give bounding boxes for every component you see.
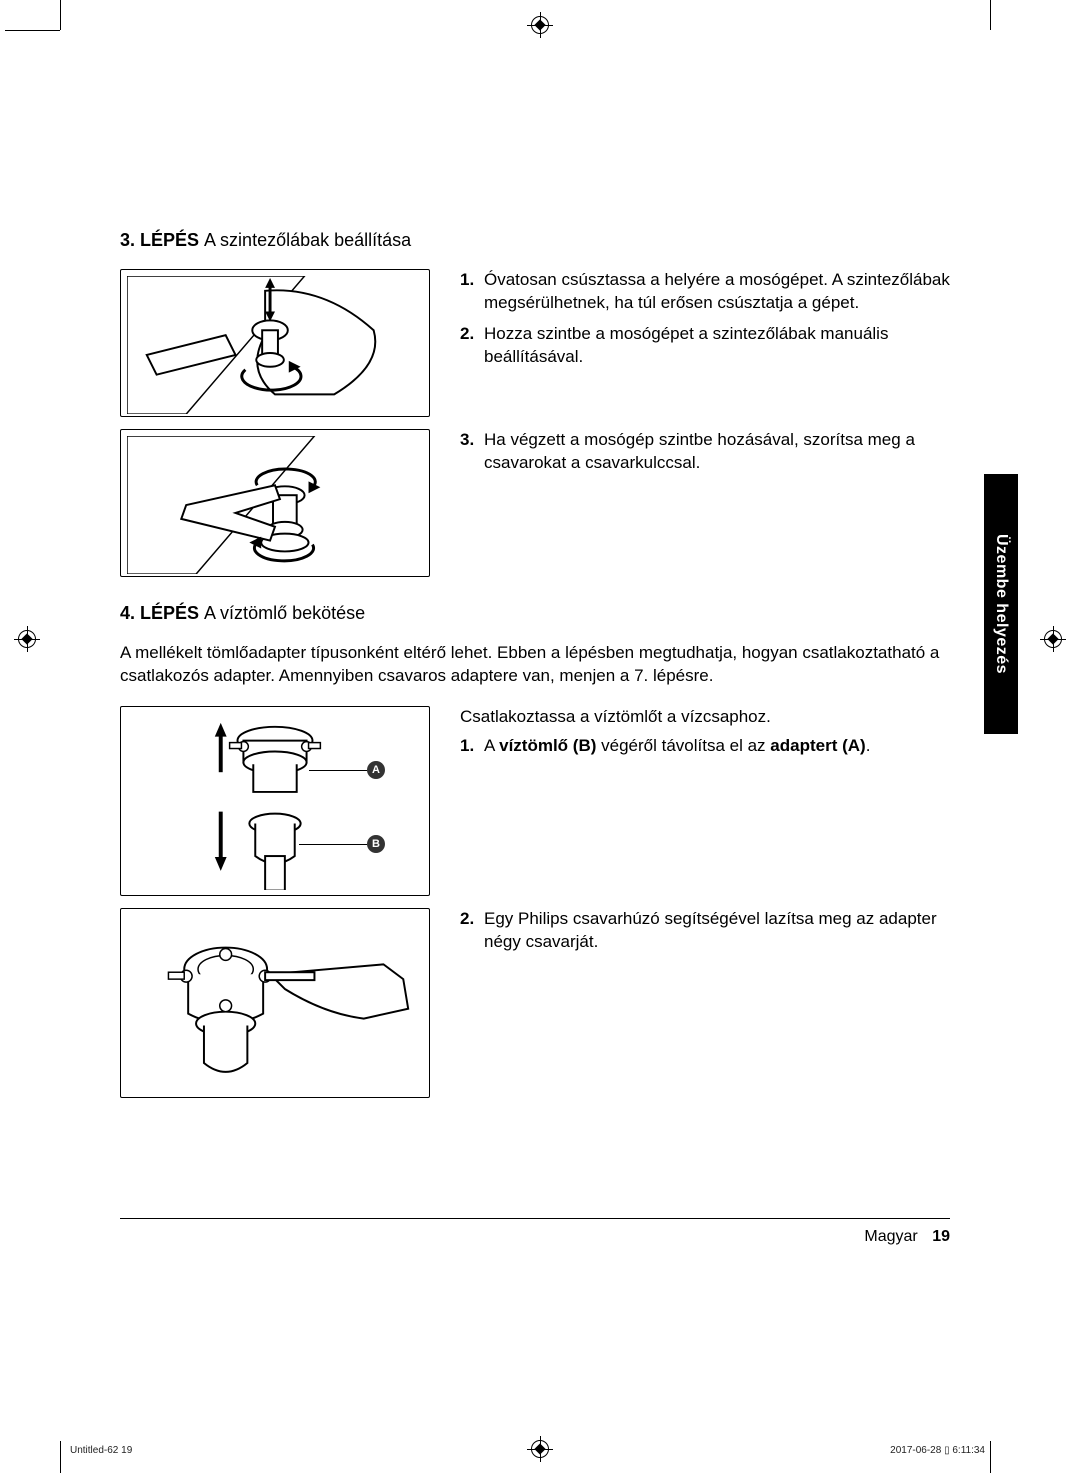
step4-heading: 4. LÉPÉS A víztömlő bekötése [120,603,950,624]
step4-text-1: Csatlakoztassa a víztömlőt a vízcsaphoz.… [460,706,950,896]
step4-item-2-text: Egy Philips csavarhúzó segítségével lazí… [484,908,950,954]
step3-item-3: 3. Ha végzett a mosógép szintbe hozásáva… [460,429,950,475]
step4-item-2-num: 2. [460,908,484,954]
step3-item-3-num: 3. [460,429,484,475]
step4-item-1-text: A víztömlő (B) végéről távolítsa el az a… [484,735,950,758]
footer-page-number: 19 [932,1228,950,1245]
step3-item-2-num: 2. [460,323,484,369]
hose-adapter-separate-illustration [127,713,423,891]
leveling-foot-tighten-illustration [127,436,423,574]
registration-mark-bottom [531,1440,549,1458]
step4-item-2: 2. Egy Philips csavarhúzó segítségével l… [460,908,950,954]
step3-text-1-2: 1. Óvatosan csúsztassa a helyére a mosóg… [460,269,950,417]
step4-item-1-num: 1. [460,735,484,758]
footer-meta-right: 2017-06-28 ▯ 6:11:34 [890,1445,985,1456]
step4-row-1: A B Csatlakoztassa a víztömlőt a vízcsap… [120,706,950,896]
figure-adapter-loosen-screws [120,908,430,1098]
step3-row-2: 3. Ha végzett a mosógép szintbe hozásáva… [120,429,950,577]
step3-item-1-text: Óvatosan csúsztassa a helyére a mosógépe… [484,269,950,315]
step3-heading: 3. LÉPÉS A szintezőlábak beállítása [120,230,950,251]
step3-item-1: 1. Óvatosan csúsztassa a helyére a mosóg… [460,269,950,315]
step4-intro: A mellékelt tömlőadapter típusonként elt… [120,642,950,688]
step3-item-1-num: 1. [460,269,484,315]
footer-meta-left: Untitled-62 19 [70,1445,132,1456]
step4-item-1: 1. A víztömlő (B) végéről távolítsa el a… [460,735,950,758]
section-tab: Üzembe helyezés [984,474,1018,734]
callout-b: B [367,835,385,853]
step4-row-2: 2. Egy Philips csavarhúzó segítségével l… [120,908,950,1098]
footer-language: Magyar [864,1228,917,1245]
step4-heading-rest: A víztömlő bekötése [204,603,365,623]
step3-row-1: 1. Óvatosan csúsztassa a helyére a mosóg… [120,269,950,417]
step4-lead: Csatlakoztassa a víztömlőt a vízcsaphoz. [460,706,950,729]
step3-heading-rest: A szintezőlábak beállítása [204,230,411,250]
figure-leveling-foot-adjust [120,269,430,417]
step4-text-2: 2. Egy Philips csavarhúzó segítségével l… [460,908,950,1098]
footer-rule [120,1218,950,1219]
leveling-foot-adjust-illustration [127,276,423,414]
callout-a: A [367,761,385,779]
step4-heading-prefix: 4. LÉPÉS [120,603,199,623]
step3-item-3-text: Ha végzett a mosógép szintbe hozásával, … [484,429,950,475]
section-tab-label: Üzembe helyezés [992,534,1010,674]
step3-heading-prefix: 3. LÉPÉS [120,230,199,250]
figure-leveling-foot-tighten [120,429,430,577]
callout-b-label: B [372,838,380,850]
registration-mark-top [531,16,549,34]
registration-mark-right [1044,630,1062,648]
step3-item-2: 2. Hozza szintbe a mosógépet a szintezől… [460,323,950,369]
figure-hose-adapter-separate: A B [120,706,430,896]
registration-mark-left [18,630,36,648]
callout-line-a [309,770,367,771]
callout-line-b [299,844,367,845]
page-content: 3. LÉPÉS A szintezőlábak beállítása [120,230,950,1110]
adapter-loosen-screws-illustration [127,915,423,1093]
step3-text-3: 3. Ha végzett a mosógép szintbe hozásáva… [460,429,950,577]
step3-item-2-text: Hozza szintbe a mosógépet a szintezőlába… [484,323,950,369]
callout-a-label: A [372,764,380,776]
footer-page-info: Magyar 19 [864,1228,950,1246]
